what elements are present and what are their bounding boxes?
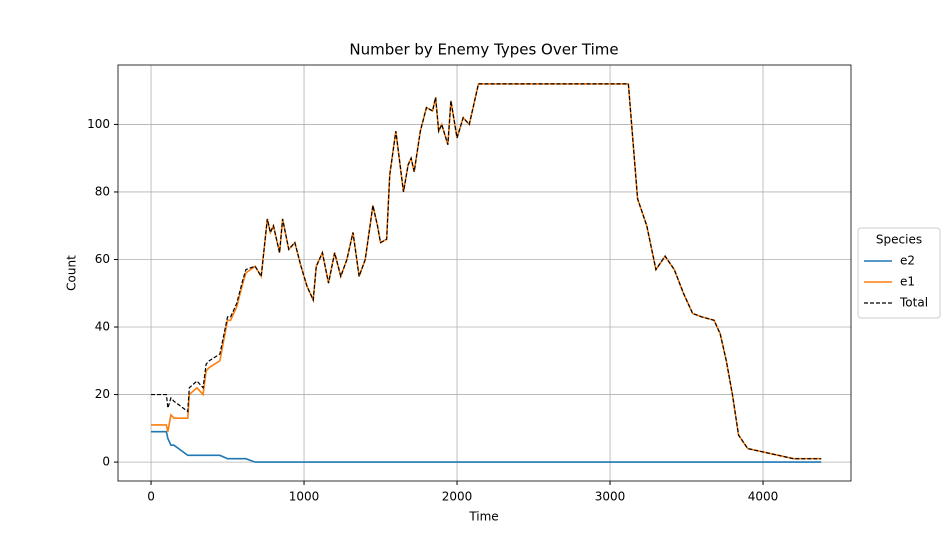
line [151,83,822,460]
line [151,83,822,460]
x-tick-label: 3000 [595,490,626,504]
x-tick-label: 2000 [442,490,473,504]
x-tick-label: 0 [147,490,155,504]
legend-label: e2 [900,254,915,268]
legend-box [857,227,941,319]
legend-label: e1 [900,275,915,289]
y-tick-label: 60 [95,252,110,266]
y-axis-label: Count [65,255,79,291]
plot-frame [117,64,852,482]
y-tick-label: 100 [87,117,110,131]
x-axis-label: Time [468,510,498,524]
line [151,430,822,463]
y-tick-label: 20 [95,387,110,401]
legend-label: Total [899,296,928,310]
chart-title: Number by Enemy Types Over Time [349,41,618,59]
x-tick-label: 4000 [748,490,779,504]
x-tick-label: 1000 [289,490,320,504]
legend-title: Species [876,233,922,247]
y-tick-label: 0 [102,455,110,469]
y-tick-label: 40 [95,320,110,334]
y-tick-label: 80 [95,184,110,198]
